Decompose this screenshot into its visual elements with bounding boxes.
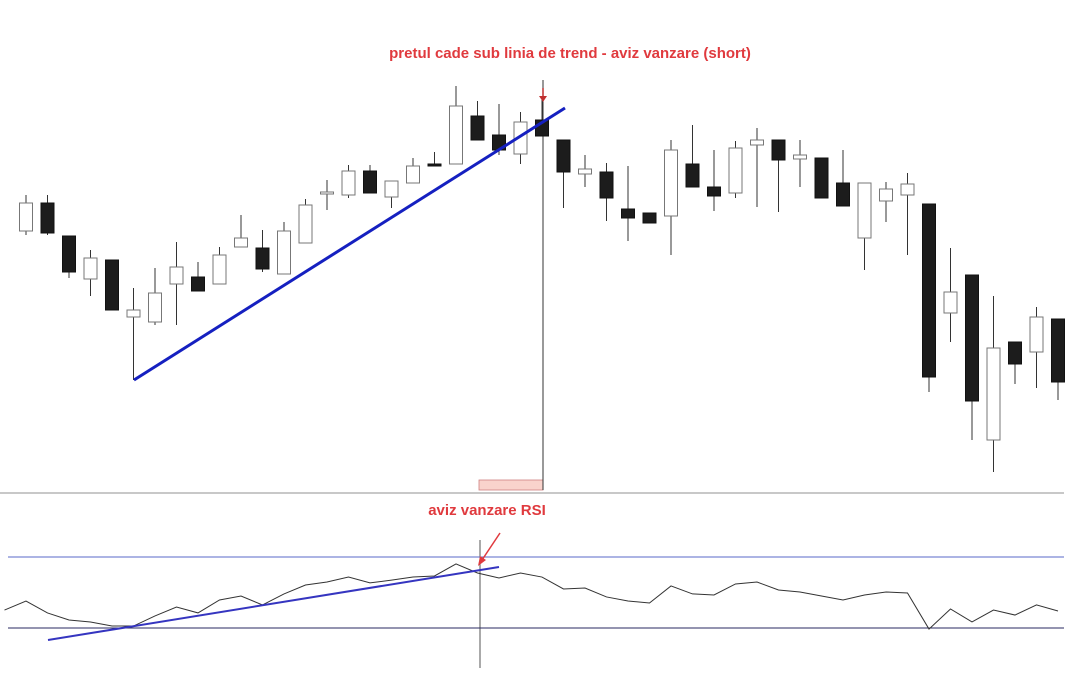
candle-body [320, 191, 334, 195]
candle-body [449, 105, 463, 165]
candle-body [707, 186, 721, 197]
candle-body [513, 121, 528, 155]
candle-body [1051, 318, 1065, 383]
candle-body [384, 180, 399, 198]
candle-body [857, 182, 872, 239]
candles [19, 86, 1065, 472]
candle-body [965, 274, 979, 402]
rsi-panel [4, 556, 1064, 630]
candle-body [148, 292, 162, 323]
candle-body [212, 254, 227, 285]
candle-body [922, 203, 936, 378]
candle-body [943, 291, 958, 314]
candle-body [255, 247, 270, 270]
candle-body [793, 154, 807, 160]
arrow-head [478, 556, 486, 566]
candle-body [556, 139, 571, 173]
candle-body [814, 157, 829, 199]
rsi-line [4, 563, 1059, 630]
candle-body [105, 259, 119, 311]
candle-body [62, 235, 76, 273]
candle-body [771, 139, 786, 161]
candle-body [621, 208, 635, 219]
candle-body [470, 115, 485, 141]
candle-body [406, 165, 420, 184]
candle-body [1008, 341, 1022, 365]
candle-body [750, 139, 764, 146]
candle-body [83, 257, 98, 280]
candle-body [1029, 316, 1044, 353]
candle-body [363, 170, 377, 194]
candle-body [341, 170, 356, 196]
candle-body [642, 212, 657, 224]
candle-body [277, 230, 291, 275]
signal-highlight [478, 479, 544, 491]
candle-body [836, 182, 850, 207]
annotation: aviz vanzare RSI [428, 502, 546, 519]
arrow-head [539, 96, 547, 102]
price-trend-line [133, 106, 566, 382]
arrow [481, 532, 501, 561]
candle-body [879, 188, 893, 202]
candle-body [599, 171, 614, 199]
candle-body [169, 266, 184, 285]
candle-body [191, 276, 205, 292]
candle-body [126, 309, 141, 318]
candle-body [40, 202, 55, 234]
annotation: pretul cade sub linia de trend - aviz va… [389, 45, 751, 62]
candle-body [900, 183, 915, 196]
candle-body [19, 202, 33, 232]
candle-body [427, 163, 442, 167]
candle-body [728, 147, 743, 194]
candle-body [685, 163, 700, 188]
candle-body [986, 347, 1001, 441]
candle-body [298, 204, 313, 244]
candle-body [578, 168, 592, 175]
rsi-trend-line [47, 566, 500, 641]
candle-body [664, 149, 678, 217]
candle-body [234, 237, 248, 248]
